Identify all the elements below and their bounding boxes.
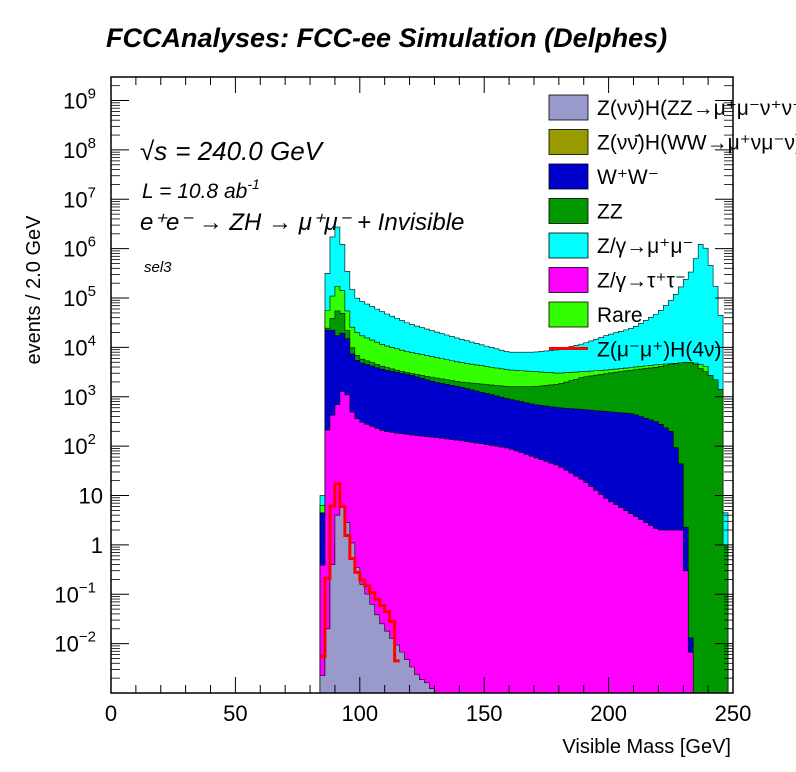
legend-label: W⁺W⁻ [597, 166, 659, 189]
legend-item: Z/γ→μ⁺μ⁻ [548, 232, 694, 259]
legend-swatch [548, 301, 589, 328]
y-tick-label: 108 [63, 135, 96, 163]
process-label: e⁺e⁻ → ZH → μ⁺μ⁻ + Invisible [140, 209, 464, 236]
x-tick-label: 100 [341, 701, 378, 726]
legend-item: Z(νν̄)H(WW→μ⁺νμ⁻ν) [548, 129, 796, 155]
stack-area-z [319, 391, 694, 694]
chart-title: FCCAnalyses: FCC-ee Simulation (Delphes) [106, 23, 667, 53]
y-axis-ticks: 10−2 10−1 1 10 102 103 104 105 106 107 108 109 [54, 76, 733, 679]
plot-frame [110, 76, 734, 694]
legend-swatch [548, 94, 589, 121]
legend-label: Rare [597, 304, 643, 327]
y-axis-label: events / 2.0 GeV [23, 215, 45, 365]
legend-label: Z/γ→μ⁺μ⁻ [597, 235, 694, 258]
signal-line-group [319, 482, 400, 663]
y-tick-label: 10−1 [54, 579, 96, 607]
y-tick-label: 107 [63, 184, 96, 212]
legend-item: Z(νν̄)H(ZZ→μ⁺μ⁻ν⁺ν⁻) [548, 94, 796, 121]
legend-label: Z(νν̄)H(ZZ→μ⁺μ⁻ν⁺ν⁻) [597, 97, 796, 120]
y-tick-label: 105 [63, 283, 96, 311]
legend-item: Z(μ⁻μ⁺)H(4ν) [549, 339, 722, 362]
y-tick-label: 10−2 [54, 629, 96, 657]
legend-label: Z(μ⁻μ⁺)H(4ν) [597, 339, 722, 362]
y-tick-label: 10 [79, 484, 103, 509]
y-tick-label: 104 [63, 332, 96, 360]
legend-swatch [548, 129, 589, 155]
legend-swatch [548, 198, 589, 224]
legend-swatch [548, 267, 589, 293]
selection-label: sel3 [144, 259, 172, 276]
legend-item: ZZ [548, 198, 623, 224]
y-tick-label: 109 [63, 86, 96, 114]
energy-label: √s = 240.0 GeV [140, 136, 325, 166]
x-axis-label: Visible Mass [GeV] [562, 736, 731, 758]
x-tick-label: 0 [105, 701, 117, 726]
x-tick-label: 50 [223, 701, 247, 726]
x-axis-ticks: 0 50 100 150 200 250 [105, 77, 751, 726]
stack-area-group [319, 226, 729, 694]
luminosity-label: L = 10.8 ab-1 [142, 176, 260, 203]
x-tick-label: 250 [715, 701, 752, 726]
y-tick-label: 1 [91, 533, 103, 558]
energy-value: = 240.0 GeV [175, 136, 324, 166]
y-tick-label: 102 [63, 431, 96, 459]
y-tick-label: 103 [63, 382, 96, 410]
x-tick-label: 200 [590, 701, 627, 726]
legend-label: Z(νν̄)H(WW→μ⁺νμ⁻ν) [597, 132, 796, 155]
legend-item: W⁺W⁻ [548, 163, 659, 190]
legend-label: Z/γ→τ⁺τ⁻ [597, 270, 686, 293]
y-tick-label: 106 [63, 234, 96, 262]
legend: Z(νν̄)H(ZZ→μ⁺μ⁻ν⁺ν⁻) Z(νν̄)H(WW→μ⁺νμ⁻ν) W⁺… [548, 94, 796, 362]
luminosity-exponent: -1 [247, 176, 259, 192]
legend-item: Z/γ→τ⁺τ⁻ [548, 267, 686, 293]
signal-line [319, 482, 400, 663]
legend-item: Rare [548, 301, 643, 328]
luminosity-value: L = 10.8 ab [142, 180, 248, 203]
legend-swatch [548, 232, 589, 259]
sqrt-s-symbol: √s [140, 136, 167, 166]
legend-swatch [548, 163, 589, 190]
legend-label: ZZ [597, 201, 623, 224]
x-tick-label: 150 [466, 701, 503, 726]
